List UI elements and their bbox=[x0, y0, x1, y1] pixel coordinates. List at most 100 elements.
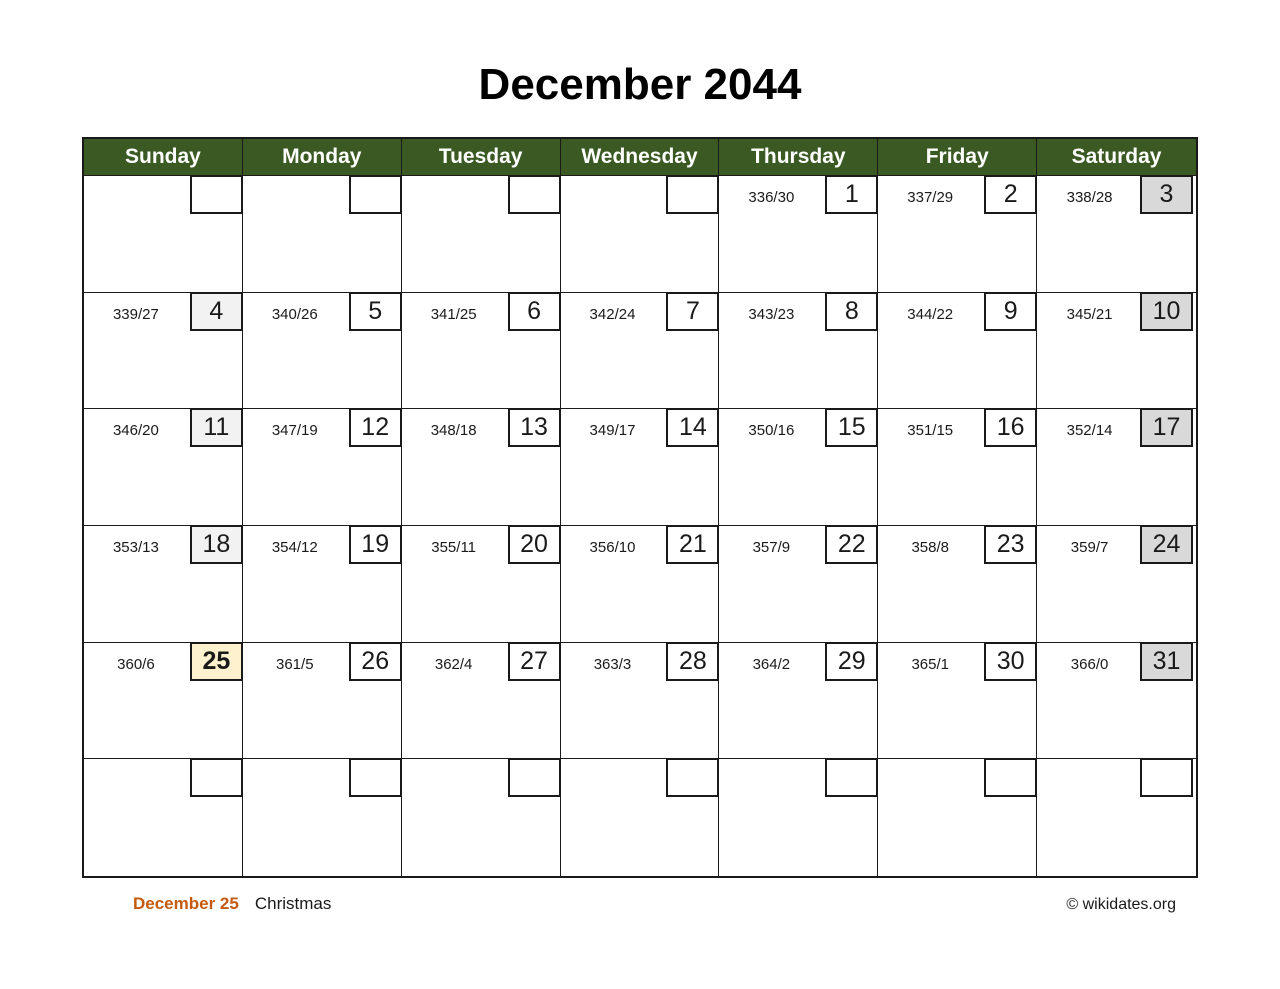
day-number-box: 20 bbox=[507, 524, 561, 564]
day-of-year-label: 344/22 bbox=[907, 305, 954, 323]
day-number-box: 26 bbox=[348, 641, 402, 681]
page-title: December 2044 bbox=[478, 60, 802, 109]
calendar-cell-w3-d1: 354/12 19 bbox=[242, 524, 402, 643]
day-number-box: 6 bbox=[507, 291, 561, 331]
weekday-header-row: Sunday Monday Tuesday Wednesday Thursday… bbox=[84, 139, 1196, 176]
calendar-grid: 336/30 1 337/29 2 338/28 3 339/27 4 340/… bbox=[84, 175, 1196, 876]
day-number-box: 16 bbox=[984, 408, 1038, 448]
holiday-name-label: Christmas bbox=[254, 894, 332, 913]
day-of-year-label: 349/17 bbox=[589, 422, 636, 440]
calendar-cell-w2-d3: 349/17 14 bbox=[560, 408, 720, 526]
calendar-cell-w2-d2: 348/18 13 bbox=[401, 408, 561, 526]
day-of-year-label: 366/0 bbox=[1070, 655, 1109, 673]
calendar-cell-w1-d4: 343/23 8 bbox=[719, 291, 879, 410]
day-number-box: 10 bbox=[1140, 291, 1193, 331]
holiday-date-label: December 25 bbox=[133, 894, 239, 913]
day-number-box: 27 bbox=[507, 641, 561, 681]
day-number-box bbox=[1140, 758, 1193, 798]
weekday-header-tuesday: Tuesday bbox=[402, 139, 561, 175]
day-of-year-label: 347/19 bbox=[271, 422, 318, 440]
day-number-box: 17 bbox=[1140, 408, 1193, 448]
calendar-cell-w1-d5: 344/22 9 bbox=[878, 291, 1038, 410]
day-of-year-label: 342/24 bbox=[589, 305, 636, 323]
day-of-year-label: 358/8 bbox=[911, 538, 949, 556]
calendar-cell-w0-d6: 338/28 3 bbox=[1037, 175, 1196, 293]
calendar-cell-w5-d0 bbox=[84, 758, 243, 876]
calendar-cell-w5-d6 bbox=[1037, 758, 1196, 876]
weekday-header-wednesday: Wednesday bbox=[561, 139, 720, 175]
day-number-box: 7 bbox=[666, 291, 720, 331]
calendar-cell-w5-d2 bbox=[401, 758, 561, 876]
day-of-year-label: 336/30 bbox=[748, 189, 795, 206]
day-of-year-label: 354/12 bbox=[271, 538, 318, 556]
day-of-year-label: 361/5 bbox=[276, 655, 314, 673]
day-of-year-label: 351/15 bbox=[907, 422, 954, 440]
calendar-cell-w3-d0: 353/13 18 bbox=[84, 524, 243, 643]
day-number-box bbox=[984, 758, 1038, 798]
calendar-cell-w0-d2 bbox=[401, 175, 561, 293]
day-number-box: 12 bbox=[348, 408, 402, 448]
calendar-cell-w1-d2: 341/25 6 bbox=[401, 291, 561, 410]
day-number-box: 11 bbox=[189, 408, 243, 448]
day-number-box: 31 bbox=[1140, 641, 1193, 681]
day-number-box bbox=[189, 758, 243, 798]
calendar-cell-w4-d6: 366/0 31 bbox=[1037, 641, 1196, 760]
day-number-box: 4 bbox=[189, 291, 243, 331]
calendar-cell-w4-d2: 362/4 27 bbox=[401, 641, 561, 760]
calendar-cell-w3-d2: 355/11 20 bbox=[401, 524, 561, 643]
calendar-cell-w4-d4: 364/2 29 bbox=[719, 641, 879, 760]
day-number-box: 25 bbox=[189, 641, 243, 681]
day-number-box: 29 bbox=[825, 641, 879, 681]
day-number-box: 22 bbox=[825, 524, 879, 564]
calendar-cell-w1-d6: 345/21 10 bbox=[1037, 291, 1196, 410]
day-of-year-label: 360/6 bbox=[117, 655, 155, 673]
weekday-header-monday: Monday bbox=[243, 139, 402, 175]
day-of-year-label: 348/18 bbox=[430, 422, 477, 440]
calendar-cell-w2-d0: 346/20 11 bbox=[84, 408, 243, 526]
day-number-box: 28 bbox=[666, 641, 720, 681]
day-number-box bbox=[507, 758, 561, 798]
day-number-box: 18 bbox=[189, 524, 243, 564]
day-of-year-label: 365/1 bbox=[911, 655, 949, 673]
day-of-year-label: 362/4 bbox=[434, 655, 473, 673]
day-number-box: 3 bbox=[1140, 175, 1193, 214]
calendar-cell-w4-d1: 361/5 26 bbox=[242, 641, 402, 760]
calendar-cell-w0-d4: 336/30 1 bbox=[719, 175, 879, 293]
day-of-year-label: 338/28 bbox=[1066, 189, 1113, 206]
day-number-box bbox=[666, 758, 720, 798]
day-number-box bbox=[189, 175, 243, 214]
day-of-year-label: 346/20 bbox=[112, 422, 159, 440]
day-of-year-label: 352/14 bbox=[1066, 422, 1113, 440]
day-number-box: 14 bbox=[666, 408, 720, 448]
day-of-year-label: 341/25 bbox=[430, 305, 477, 323]
calendar-table: Sunday Monday Tuesday Wednesday Thursday… bbox=[82, 137, 1198, 878]
calendar-cell-w4-d5: 365/1 30 bbox=[878, 641, 1038, 760]
day-of-year-label: 340/26 bbox=[271, 305, 318, 323]
calendar-cell-w2-d5: 351/15 16 bbox=[878, 408, 1038, 526]
day-of-year-label: 339/27 bbox=[112, 305, 159, 323]
day-number-box bbox=[348, 758, 402, 798]
day-of-year-label: 363/3 bbox=[593, 655, 632, 673]
day-number-box: 19 bbox=[348, 524, 402, 564]
calendar-cell-w1-d0: 339/27 4 bbox=[84, 291, 243, 410]
weekday-header-friday: Friday bbox=[878, 139, 1038, 175]
day-number-box: 2 bbox=[984, 175, 1038, 214]
day-number-box: 30 bbox=[984, 641, 1038, 681]
day-of-year-label: 355/11 bbox=[431, 538, 477, 556]
calendar-cell-w2-d6: 352/14 17 bbox=[1037, 408, 1196, 526]
calendar-cell-w1-d3: 342/24 7 bbox=[560, 291, 720, 410]
footer: December 25 Christmas © wikidates.org bbox=[82, 894, 1198, 914]
day-number-box bbox=[348, 175, 402, 214]
day-number-box: 1 bbox=[825, 175, 879, 214]
day-of-year-label: 357/9 bbox=[752, 538, 791, 556]
day-of-year-label: 353/13 bbox=[112, 538, 159, 556]
weekday-header-thursday: Thursday bbox=[719, 139, 879, 175]
calendar-cell-w1-d1: 340/26 5 bbox=[242, 291, 402, 410]
day-of-year-label: 356/10 bbox=[589, 538, 636, 556]
calendar-cell-w2-d1: 347/19 12 bbox=[242, 408, 402, 526]
calendar-cell-w4-d3: 363/3 28 bbox=[560, 641, 720, 760]
calendar-cell-w0-d5: 337/29 2 bbox=[878, 175, 1038, 293]
calendar-cell-w5-d5 bbox=[878, 758, 1038, 876]
day-number-box bbox=[666, 175, 720, 214]
